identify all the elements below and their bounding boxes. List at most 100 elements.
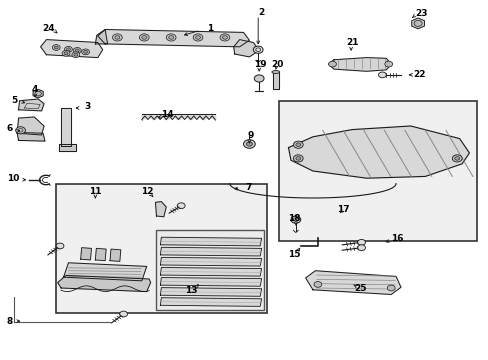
- Circle shape: [293, 141, 303, 148]
- Circle shape: [52, 45, 60, 50]
- Text: 15: 15: [287, 251, 300, 259]
- Circle shape: [295, 143, 300, 147]
- Text: 5: 5: [12, 95, 18, 104]
- Text: 25: 25: [354, 284, 366, 293]
- Circle shape: [328, 61, 336, 67]
- Circle shape: [357, 245, 365, 251]
- Text: 16: 16: [390, 234, 403, 243]
- Circle shape: [64, 46, 72, 52]
- Text: 17: 17: [337, 205, 349, 214]
- Polygon shape: [160, 298, 261, 306]
- Circle shape: [451, 155, 461, 162]
- Polygon shape: [81, 248, 91, 260]
- Text: 22: 22: [412, 71, 425, 79]
- Polygon shape: [160, 278, 261, 286]
- Polygon shape: [59, 144, 76, 151]
- Polygon shape: [95, 248, 106, 261]
- Polygon shape: [160, 257, 261, 266]
- Polygon shape: [305, 271, 400, 294]
- Text: 21: 21: [345, 38, 358, 47]
- Polygon shape: [160, 237, 261, 246]
- Text: 18: 18: [287, 214, 300, 223]
- Circle shape: [16, 127, 25, 134]
- Polygon shape: [61, 108, 71, 146]
- Circle shape: [74, 53, 78, 56]
- Circle shape: [384, 61, 392, 67]
- Polygon shape: [160, 288, 261, 296]
- Circle shape: [254, 75, 264, 82]
- Ellipse shape: [271, 71, 279, 73]
- Text: 12: 12: [141, 187, 154, 196]
- Text: 4: 4: [32, 85, 39, 94]
- Polygon shape: [155, 202, 166, 217]
- Polygon shape: [328, 58, 390, 71]
- Circle shape: [177, 203, 185, 208]
- Circle shape: [73, 48, 81, 53]
- Text: 10: 10: [7, 174, 20, 183]
- Bar: [278, 101, 476, 241]
- Circle shape: [62, 50, 70, 56]
- Circle shape: [75, 49, 79, 52]
- Text: 1: 1: [207, 23, 213, 32]
- Text: 2: 2: [258, 8, 264, 17]
- Text: 14: 14: [161, 110, 173, 119]
- Circle shape: [64, 52, 68, 55]
- Text: 23: 23: [414, 9, 427, 18]
- Circle shape: [115, 36, 120, 39]
- Text: 11: 11: [89, 187, 102, 196]
- Polygon shape: [411, 18, 424, 29]
- Circle shape: [120, 311, 127, 317]
- Polygon shape: [160, 267, 261, 276]
- Polygon shape: [17, 117, 44, 135]
- Circle shape: [83, 50, 87, 53]
- Polygon shape: [33, 89, 43, 98]
- Polygon shape: [110, 249, 121, 261]
- Text: 13: 13: [185, 287, 198, 295]
- Polygon shape: [58, 275, 150, 292]
- Polygon shape: [95, 30, 107, 44]
- Bar: [156, 230, 264, 310]
- Circle shape: [454, 157, 459, 160]
- Circle shape: [290, 216, 300, 223]
- Circle shape: [195, 36, 200, 39]
- Text: 6: 6: [7, 124, 13, 133]
- Circle shape: [378, 72, 386, 78]
- Circle shape: [54, 46, 58, 49]
- Circle shape: [222, 36, 227, 39]
- Text: 20: 20: [271, 60, 284, 69]
- Circle shape: [72, 52, 80, 58]
- Circle shape: [81, 49, 89, 55]
- Circle shape: [293, 155, 303, 162]
- Circle shape: [56, 243, 64, 249]
- Circle shape: [66, 48, 70, 51]
- Circle shape: [253, 46, 263, 53]
- Circle shape: [246, 142, 252, 146]
- Polygon shape: [63, 263, 146, 281]
- Circle shape: [243, 140, 255, 148]
- Polygon shape: [19, 99, 44, 111]
- Circle shape: [35, 91, 41, 96]
- Polygon shape: [272, 72, 278, 89]
- Circle shape: [193, 34, 203, 41]
- Bar: [56, 184, 266, 313]
- Polygon shape: [160, 247, 261, 256]
- Circle shape: [112, 34, 122, 41]
- Polygon shape: [17, 132, 45, 141]
- Circle shape: [139, 34, 149, 41]
- Text: 24: 24: [42, 23, 55, 32]
- Circle shape: [386, 285, 394, 291]
- Circle shape: [413, 21, 421, 26]
- Text: 8: 8: [7, 317, 13, 325]
- Circle shape: [166, 34, 176, 41]
- Circle shape: [357, 239, 365, 245]
- Text: 7: 7: [244, 184, 251, 192]
- Text: 9: 9: [247, 131, 254, 140]
- Polygon shape: [41, 40, 102, 58]
- Circle shape: [220, 34, 229, 41]
- Circle shape: [168, 36, 173, 39]
- Polygon shape: [288, 126, 468, 178]
- Circle shape: [313, 282, 321, 287]
- Circle shape: [142, 36, 146, 39]
- Text: 19: 19: [254, 60, 266, 69]
- Polygon shape: [233, 40, 259, 57]
